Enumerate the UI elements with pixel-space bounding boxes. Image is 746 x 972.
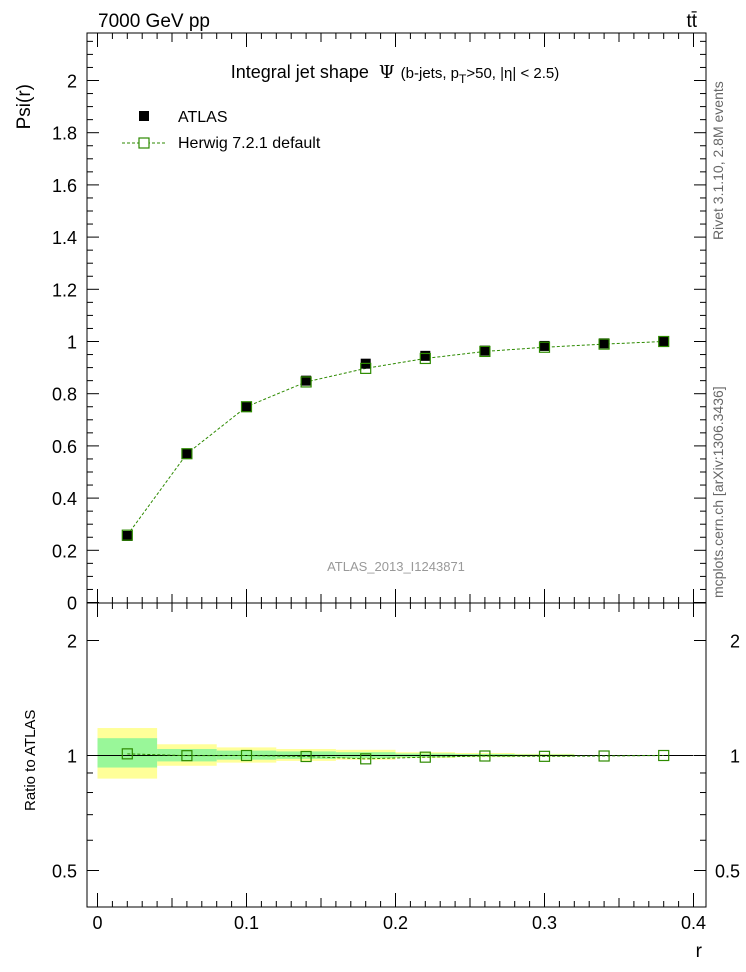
main-ytick-label: 1.4	[52, 228, 77, 248]
ratio-herwig-point	[538, 750, 551, 762]
herwig-point	[240, 401, 253, 413]
legend-atlas-marker	[139, 111, 149, 121]
main-ytick-label: 0.2	[52, 541, 77, 561]
rivet-label: Rivet 3.1.10, 2.8M events	[710, 81, 726, 240]
atlas-point	[539, 340, 550, 351]
x-tick-label: 0	[92, 913, 102, 933]
legend-herwig-label: Herwig 7.2.1 default	[178, 135, 321, 152]
main-ytick-label: 1.2	[52, 280, 77, 300]
legend-atlas-label: ATLAS	[178, 109, 228, 126]
main-ytick-label: 1	[67, 333, 77, 353]
x-axis-label: r	[696, 941, 703, 962]
herwig-point	[538, 341, 551, 353]
mcplots-label: mcplots.cern.ch [arXiv:1306.3436]	[710, 386, 726, 598]
atlas-point	[301, 375, 312, 386]
main-ytick-label: 1.8	[52, 124, 77, 144]
legend-herwig-marker	[138, 137, 150, 149]
ratio-herwig-point	[658, 749, 670, 762]
ratio-herwig-point	[598, 750, 610, 762]
x-tick-label: 0.4	[681, 913, 706, 933]
herwig-point	[181, 448, 193, 460]
ratio-ytick-label-right: 0.5	[715, 862, 740, 882]
x-tick-label: 0.3	[532, 913, 557, 933]
atlas-point	[122, 530, 133, 541]
atlas-point	[241, 401, 252, 412]
main-ytick-label: 0.4	[52, 489, 77, 509]
process-label: tt̄	[686, 11, 697, 32]
ratio-panel: 0.5 0.5 1 1 2 2 0 0.1 0.2 0.3 0.4	[52, 602, 740, 933]
main-ytick-label: 0	[67, 594, 77, 614]
analysis-watermark: ATLAS_2013_I1243871	[327, 559, 465, 574]
main-ytick-label: 1.6	[52, 176, 77, 196]
ratio-herwig-line	[127, 753, 664, 760]
ratio-herwig-point	[181, 750, 193, 762]
ratio-herwig-point	[419, 751, 431, 763]
ratio-ytick-label: 2	[67, 632, 77, 652]
energy-label: 7000 GeV pp	[98, 11, 210, 32]
herwig-point	[121, 529, 133, 541]
atlas-point	[181, 448, 192, 459]
atlas-point	[658, 336, 669, 347]
x-tick-label: 0.2	[383, 913, 408, 933]
atlas-point	[420, 350, 431, 361]
ratio-herwig-point	[479, 750, 491, 762]
ratio-herwig-point	[300, 750, 312, 763]
ratio-ytick-label-right: 1	[730, 747, 740, 767]
ratio-ytick-label: 1	[67, 747, 77, 767]
herwig-point	[479, 345, 491, 358]
herwig-point	[658, 335, 670, 348]
legend: ATLAS Herwig 7.2.1 default	[122, 109, 321, 152]
ratio-ytick-label: 0.5	[52, 862, 77, 882]
herwig-line	[126, 341, 664, 536]
ratio-herwig-point	[240, 749, 253, 762]
ratio-herwig-point	[360, 753, 372, 765]
main-ytick-label: 0.6	[52, 437, 77, 457]
main-ytick-label: 0.8	[52, 385, 77, 405]
ratio-ytick-label-right: 2	[730, 632, 740, 652]
atlas-point	[479, 345, 490, 356]
ratio-herwig-point	[121, 748, 133, 760]
herwig-point	[360, 362, 372, 374]
ratio-band-inner	[97, 738, 158, 768]
herwig-point	[598, 338, 610, 350]
x-tick-label: 0.1	[234, 913, 259, 933]
herwig-point	[300, 376, 312, 388]
atlas-point	[599, 338, 610, 349]
herwig-point	[419, 352, 431, 365]
main-panel: 0 0.2 0.4 0.6 0.8 1 1.2 1.4 1.6 1.8 2	[52, 32, 707, 614]
ratio-ylabel: Ratio to ATLAS	[22, 710, 39, 811]
main-ylabel: Psi(r)	[14, 84, 35, 129]
main-ytick-label: 2	[67, 72, 77, 92]
main-title: Integral jet shape Ψ (b-jets, pT>50, |η| <…	[231, 62, 559, 86]
